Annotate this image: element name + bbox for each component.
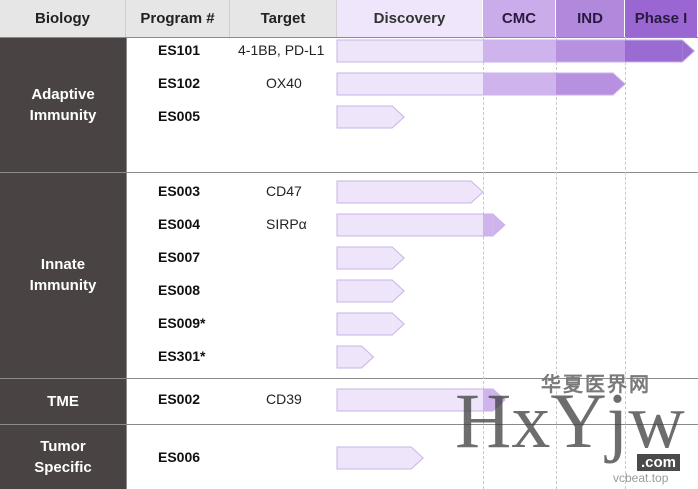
target-label: SIRPα	[266, 216, 307, 232]
bar-segment	[625, 40, 683, 62]
bar-outline	[336, 72, 626, 96]
bar-segment	[337, 73, 483, 95]
bar-arrow-tip	[471, 181, 483, 203]
group-cell: Adaptive Immunity	[0, 37, 126, 172]
group-label: Specific	[34, 458, 92, 476]
target-label: CD47	[266, 183, 302, 199]
program-bar	[336, 105, 405, 129]
program-label: ES301*	[158, 348, 206, 364]
program-bar	[336, 213, 506, 237]
bar-segment	[337, 214, 483, 236]
bar-arrow-tip	[392, 247, 405, 269]
bar-segment	[556, 73, 613, 95]
bar-arrow-tip	[392, 280, 405, 302]
group-label: Innate	[40, 256, 86, 273]
group-cell: Tumor Specific	[0, 424, 126, 489]
bar-arrow-tip	[361, 346, 374, 368]
group-label: Adaptive	[31, 85, 95, 103]
program-bar	[336, 180, 484, 204]
stage-header-discovery: Discovery	[337, 0, 483, 37]
bar-segment	[483, 73, 556, 95]
program-bar	[336, 446, 424, 470]
bar-segment	[483, 389, 493, 411]
stage-header-cmc: CMC	[483, 0, 556, 37]
program-label: ES002	[158, 391, 201, 407]
group-label: Immunity	[29, 277, 97, 294]
bar-arrow-tip	[682, 40, 695, 62]
program-label: ES008	[158, 282, 201, 298]
bar-outline	[336, 446, 424, 470]
header-biology: Biology	[0, 0, 126, 37]
bar-segment	[337, 447, 412, 469]
bar-segment	[483, 40, 556, 62]
bar-outline	[336, 388, 506, 412]
bar-outline	[336, 279, 405, 303]
program-bar	[336, 388, 506, 412]
group-cell: Innate Immunity	[0, 172, 126, 378]
program-bar	[336, 246, 405, 270]
bar-outline	[336, 213, 506, 237]
bar-outline	[336, 345, 375, 369]
stage-header-phase-i: Phase I	[625, 0, 698, 37]
bar-outline	[336, 180, 484, 204]
bar-segment	[337, 389, 483, 411]
bar-segment	[337, 346, 362, 368]
target-label: CD39	[266, 391, 302, 407]
stage-header-ind: IND	[556, 0, 625, 37]
bar-segment	[337, 40, 483, 62]
bar-outline	[336, 246, 405, 270]
group-label: Immunity	[29, 106, 97, 124]
bar-arrow-tip	[411, 447, 424, 469]
group-label: TME	[47, 392, 79, 410]
program-label: ES101	[158, 42, 201, 58]
bar-segment	[337, 280, 393, 302]
program-bar	[336, 312, 405, 336]
stage-divider	[483, 37, 484, 489]
bar-arrow-tip	[392, 313, 405, 335]
program-bar	[336, 279, 405, 303]
program-label: ES004	[158, 216, 201, 232]
program-label: ES102	[158, 75, 201, 91]
column-divider	[126, 37, 127, 489]
program-label: ES009*	[158, 315, 206, 331]
separator-line	[0, 172, 698, 173]
separator-line	[0, 424, 698, 425]
program-label: ES007	[158, 249, 201, 265]
program-bar	[336, 72, 626, 96]
bar-arrow-tip	[392, 106, 405, 128]
bar-segment	[337, 181, 471, 203]
bar-segment	[337, 313, 393, 335]
target-label: 4-1BB, PD-L1	[238, 42, 325, 58]
bar-outline	[336, 105, 405, 129]
program-bar	[336, 39, 696, 63]
program-bar	[336, 345, 375, 369]
bar-arrow-tip	[492, 214, 505, 236]
group-cell: TME	[0, 378, 126, 424]
bar-outline	[336, 312, 405, 336]
target-label: OX40	[266, 75, 302, 91]
bar-segment	[337, 106, 393, 128]
program-label: ES005	[158, 108, 201, 124]
group-label: Tumor	[40, 437, 86, 455]
bar-segment	[337, 247, 393, 269]
bar-outline	[336, 39, 696, 63]
separator-line	[0, 378, 698, 379]
bar-segment	[483, 214, 493, 236]
bar-segment	[556, 40, 625, 62]
separator-line	[0, 37, 698, 38]
header-program: Program #	[126, 0, 230, 37]
program-label: ES006	[158, 449, 201, 465]
bar-arrow-tip	[613, 73, 625, 95]
stage-divider	[556, 37, 557, 489]
program-label: ES003	[158, 183, 201, 199]
bar-arrow-tip	[492, 389, 505, 411]
header-target: Target	[230, 0, 337, 37]
stage-divider	[625, 37, 626, 489]
